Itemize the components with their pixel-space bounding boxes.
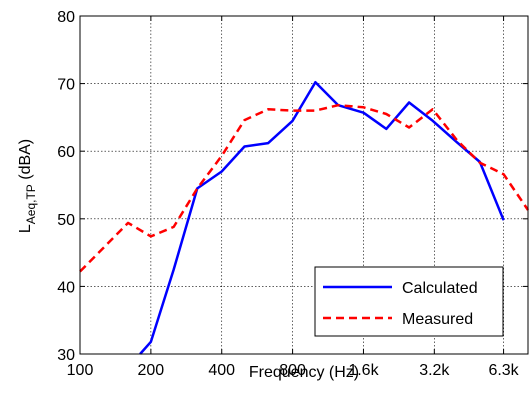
x-tick-label: 400 bbox=[208, 362, 235, 379]
y-axis-label-unit: (dBA) bbox=[17, 139, 34, 184]
x-axis-label: Frequency (Hz) bbox=[249, 364, 359, 381]
legend-label-calculated: Calculated bbox=[402, 280, 478, 297]
x-tick-label: 6.3k bbox=[488, 362, 519, 379]
x-tick-label: 1.6k bbox=[348, 362, 379, 379]
y-axis-label-main: L bbox=[17, 224, 34, 233]
axis-ticks: 100 200 400 800 1.6k 3.2k 6.3k 30 40 50 60 70 80 bbox=[57, 9, 528, 379]
y-tick-label: 60 bbox=[57, 144, 75, 161]
legend-box bbox=[314, 266, 504, 337]
y-tick-label: 30 bbox=[57, 347, 75, 364]
y-tick-label: 40 bbox=[57, 279, 75, 296]
y-tick-label: 50 bbox=[57, 212, 75, 229]
x-tick-label: 100 bbox=[67, 362, 94, 379]
series-line-calculated bbox=[139, 80, 505, 355]
y-axis-label-subscript: Aeq,TP bbox=[24, 184, 38, 224]
legend: Calculated Measured bbox=[314, 266, 504, 337]
x-tick-label: 200 bbox=[138, 362, 165, 379]
plot-area-frame bbox=[79, 15, 529, 355]
series-layer bbox=[79, 80, 530, 355]
series-line-measured bbox=[79, 103, 530, 273]
y-tick-label: 80 bbox=[57, 9, 75, 26]
x-tick-label: 800 bbox=[279, 362, 306, 379]
legend-label-measured: Measured bbox=[402, 311, 473, 328]
y-tick-label: 70 bbox=[57, 77, 75, 94]
y-axis-label: LAeq,TP (dBA) bbox=[17, 139, 38, 233]
x-tick-label: 3.2k bbox=[419, 362, 450, 379]
